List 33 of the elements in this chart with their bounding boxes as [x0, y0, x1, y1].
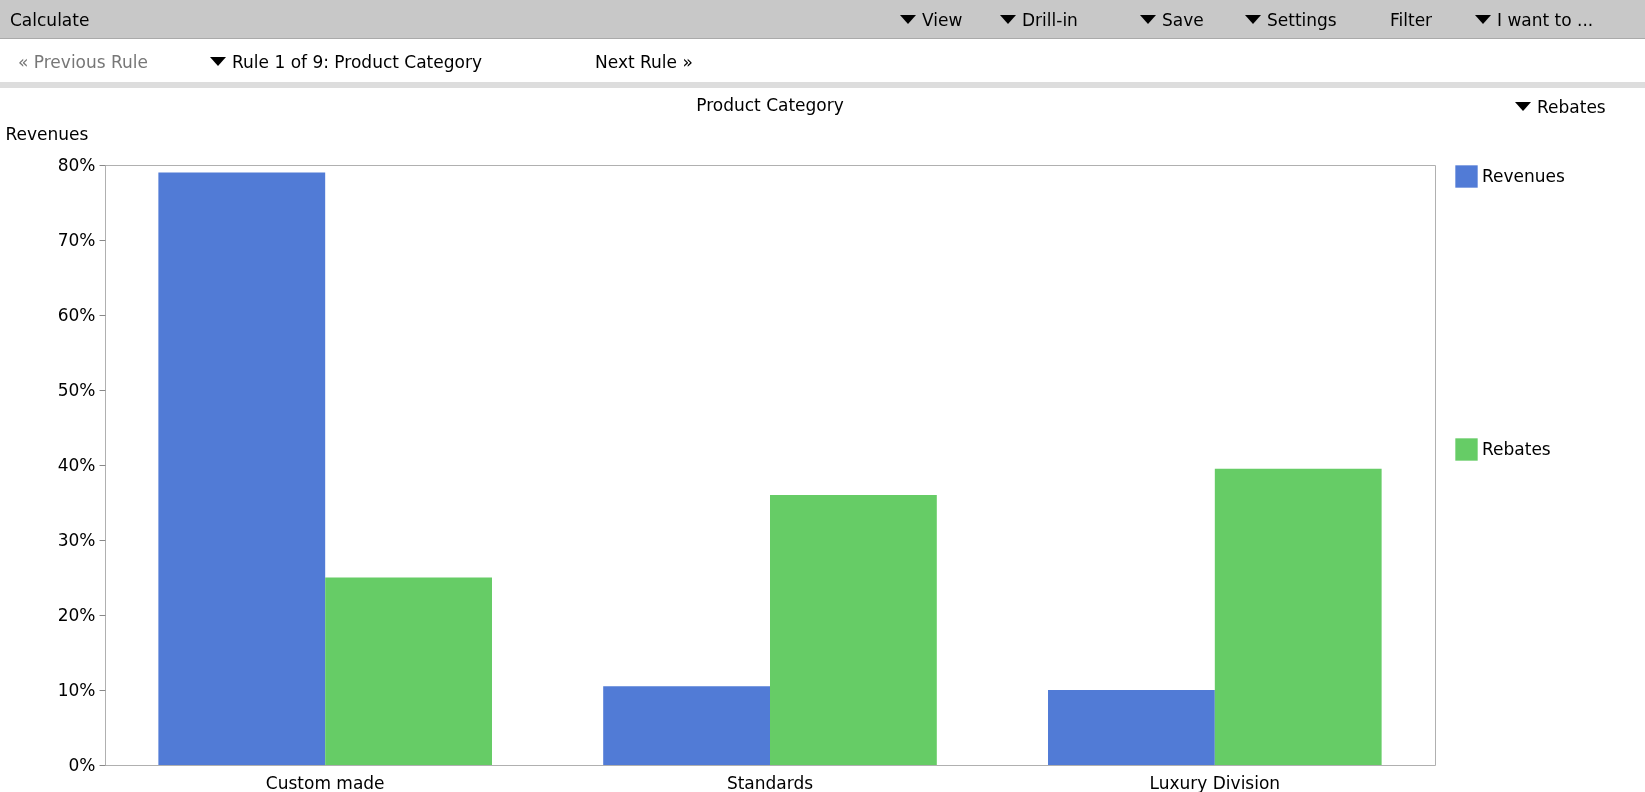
text: Filter	[1390, 10, 1433, 30]
y-tick-label: 80%	[57, 154, 96, 175]
bar	[603, 686, 770, 765]
text: Next Rule »	[595, 52, 693, 72]
y-tick-label: 50%	[57, 379, 96, 400]
y-tick-label: 60%	[57, 304, 96, 325]
x-tick-label: Luxury Division	[1149, 772, 1281, 792]
bar	[1048, 690, 1215, 765]
x-tick-label: Custom made	[265, 772, 385, 792]
text: « Previous Rule	[18, 52, 149, 72]
bar	[1214, 468, 1382, 765]
text: Rebates	[1537, 97, 1606, 117]
text: Save	[1162, 10, 1204, 30]
text: Settings	[1267, 10, 1337, 30]
text: Rule 1 of 9: Product Category	[232, 52, 482, 72]
y-tick-label: 70%	[57, 229, 96, 250]
bar	[158, 172, 326, 765]
y-tick-label: 10%	[57, 679, 96, 700]
legend-label: Rebates	[1482, 438, 1551, 459]
text: Calculate	[10, 10, 90, 30]
y-tick-label: 20%	[57, 604, 96, 625]
text: Drill-in	[1022, 10, 1078, 30]
bar	[325, 577, 492, 765]
text: I want to ...	[1497, 10, 1594, 30]
y-tick-label: 40%	[57, 454, 96, 475]
bar	[770, 495, 937, 765]
chart-title: Product Category	[696, 95, 844, 115]
text: View	[922, 10, 963, 30]
legend-label: Revenues	[1482, 165, 1566, 186]
y-axis-title: Revenues	[5, 123, 89, 144]
y-tick-label: 0%	[68, 754, 96, 775]
y-tick-label: 30%	[57, 529, 96, 550]
x-tick-label: Standards	[726, 772, 814, 792]
